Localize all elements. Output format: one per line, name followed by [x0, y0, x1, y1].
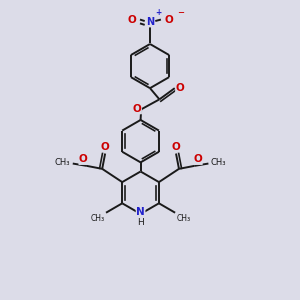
Text: CH₃: CH₃ [90, 214, 104, 224]
Text: O: O [101, 142, 110, 152]
Text: O: O [176, 82, 184, 93]
Text: CH₃: CH₃ [177, 214, 191, 224]
Text: H: H [137, 218, 144, 226]
Text: O: O [133, 104, 141, 114]
Text: O: O [79, 154, 88, 164]
Text: O: O [172, 142, 180, 152]
Text: CH₃: CH₃ [211, 158, 226, 167]
Text: O: O [194, 154, 202, 164]
Text: O: O [128, 15, 136, 26]
Text: N: N [136, 207, 145, 218]
Text: N: N [146, 17, 154, 27]
Text: +: + [155, 8, 161, 17]
Text: −: − [177, 8, 184, 17]
Text: CH₃: CH₃ [55, 158, 70, 167]
Text: O: O [165, 15, 173, 26]
